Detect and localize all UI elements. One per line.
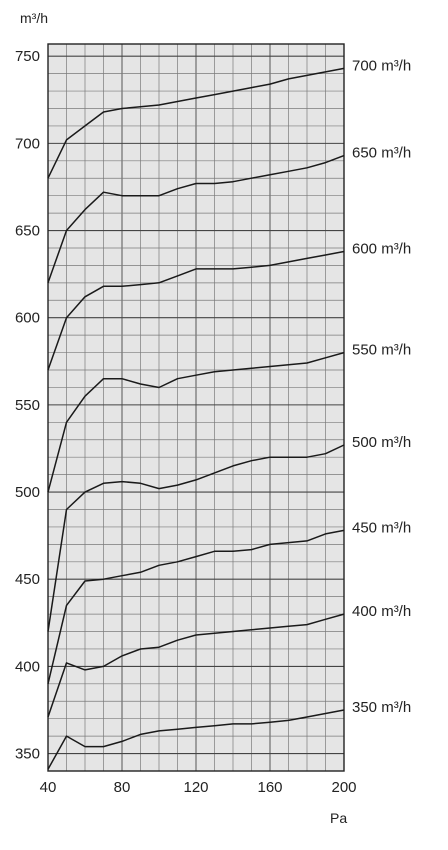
y-tick-label: 550 xyxy=(15,397,40,414)
y-tick-label: 750 xyxy=(15,48,40,65)
plot-frame xyxy=(47,43,345,772)
x-tick-label: 80 xyxy=(114,779,131,796)
curve-labels: 700 m³/h 650 m³/h 600 m³/h 550 m³/h 500 m³/h… xyxy=(352,57,411,716)
x-tick-label: 200 xyxy=(331,779,356,796)
x-tick-labels: 40 80 120 160 200 xyxy=(40,779,357,796)
curve-line xyxy=(47,351,345,493)
curve-label: 500 m³/h xyxy=(352,434,411,451)
curve-label: 600 m³/h xyxy=(352,240,411,257)
y-tick-label: 700 xyxy=(15,135,40,152)
x-axis-unit-label: Pa xyxy=(330,810,347,826)
curve-line xyxy=(47,67,345,179)
curve-line xyxy=(47,154,345,284)
curve-line xyxy=(47,613,345,718)
curve-label: 350 m³/h xyxy=(352,699,411,716)
y-tick-label: 600 xyxy=(15,310,40,327)
curve-label: 700 m³/h xyxy=(352,57,411,74)
curve-label: 450 m³/h xyxy=(352,519,411,536)
y-tick-label: 500 xyxy=(15,484,40,501)
y-tick-label: 350 xyxy=(15,746,40,763)
grid xyxy=(48,44,344,771)
y-tick-label: 450 xyxy=(15,571,40,588)
curve-label: 550 m³/h xyxy=(352,342,411,359)
curve-line xyxy=(47,529,345,684)
curve-label: 650 m³/h xyxy=(352,145,411,162)
x-tick-label: 160 xyxy=(257,779,282,796)
curve-line xyxy=(47,709,345,770)
curve-line xyxy=(47,250,345,371)
x-tick-label: 40 xyxy=(40,779,57,796)
x-tick-label: 120 xyxy=(183,779,208,796)
curve-label: 400 m³/h xyxy=(352,603,411,620)
y-tick-label: 400 xyxy=(15,658,40,675)
curves xyxy=(47,67,345,770)
y-axis-unit-label: m³/h xyxy=(20,10,48,26)
curve-line xyxy=(47,444,345,632)
y-tick-labels: 750 700 650 600 550 500 450 400 350 xyxy=(15,48,40,762)
y-tick-label: 650 xyxy=(15,223,40,240)
